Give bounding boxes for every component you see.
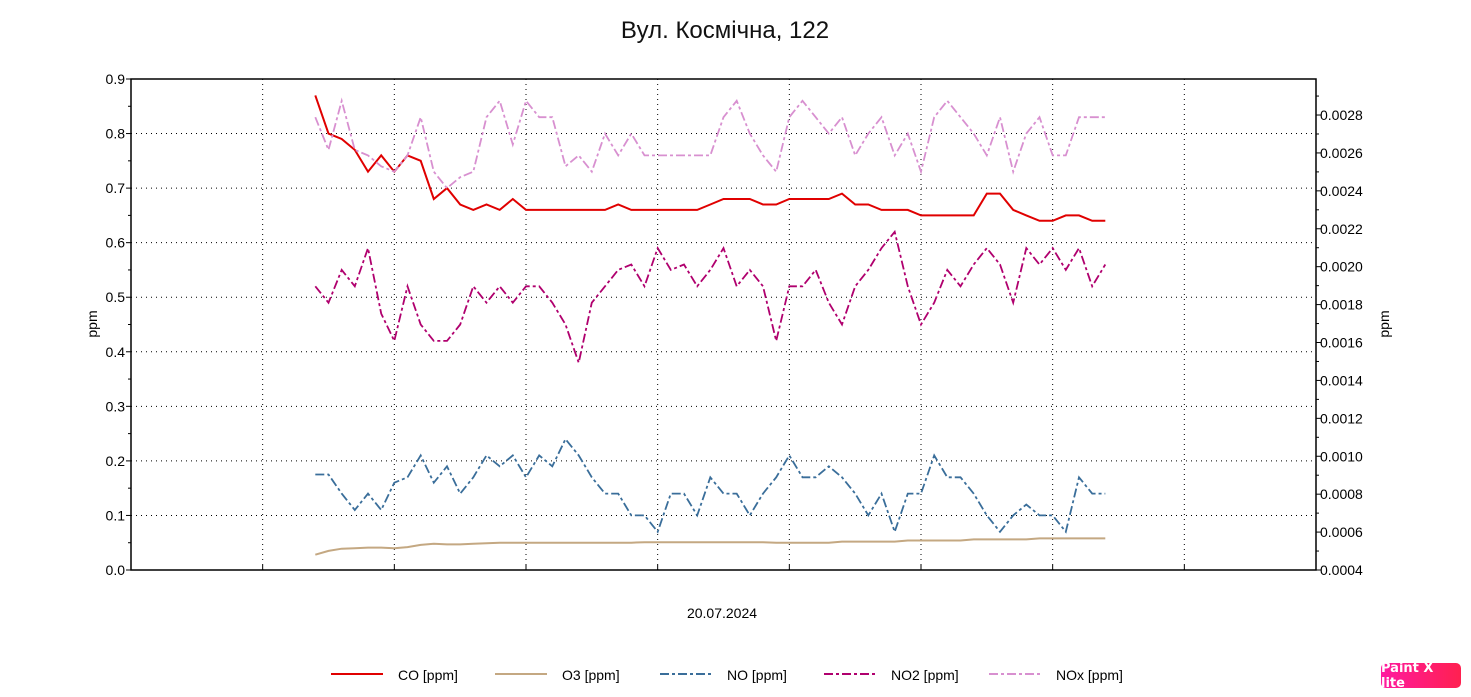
series-line-no [315, 437, 1106, 535]
y2-tick-label: 0.0014 [1320, 372, 1363, 388]
legend-label: NOx [ppm] [1056, 667, 1123, 683]
series-line-nox [314, 97, 1106, 190]
y2-axis-label: ppm [1376, 310, 1392, 337]
legend-label: NO [ppm] [727, 667, 787, 683]
y-tick-label: 0.9 [106, 71, 126, 87]
y2-tick-label: 0.0008 [1320, 486, 1363, 502]
y2-tick-label: 0.0012 [1320, 410, 1363, 426]
y-tick-label: 0.2 [106, 453, 126, 469]
legend-label: CO [ppm] [398, 667, 458, 683]
y2-tick-label: 0.0024 [1320, 183, 1363, 199]
paint-x-lite-watermark: Paint X lite [1381, 661, 1461, 691]
y-tick-label: 0.5 [106, 289, 126, 305]
legend-label: O3 [ppm] [562, 667, 620, 683]
y2-tick-label: 0.0006 [1320, 524, 1363, 540]
y2-tick-label: 0.0016 [1320, 335, 1363, 351]
y-tick-label: 0.8 [106, 126, 126, 142]
chart-title: Вул. Космічна, 122 [621, 17, 829, 44]
y2-tick-label: 0.0020 [1320, 259, 1363, 275]
y2-tick-label: 0.0018 [1320, 297, 1363, 313]
y-tick-label: 0.7 [106, 180, 126, 196]
x-axis-label: 20.07.2024 [687, 605, 757, 621]
series-line-o3 [315, 537, 1106, 556]
y-tick-label: 0.0 [106, 562, 126, 578]
y-tick-label: 0.4 [106, 344, 126, 360]
legend-label: NO2 [ppm] [891, 667, 959, 683]
y2-tick-label: 0.0004 [1320, 562, 1363, 578]
y-axis-label: ppm [84, 310, 100, 337]
y-tick-label: 0.1 [106, 507, 126, 523]
y2-tick-label: 0.0026 [1320, 145, 1363, 161]
y2-tick-label: 0.0022 [1320, 221, 1363, 237]
plot-frame [130, 78, 1317, 571]
y2-tick-label: 0.0010 [1320, 448, 1363, 464]
y2-tick-label: 0.0028 [1320, 107, 1363, 123]
y-tick-label: 0.3 [106, 398, 126, 414]
series-line-co [314, 95, 1106, 222]
series-line-no2 [314, 229, 1107, 367]
y-tick-label: 0.6 [106, 235, 126, 251]
